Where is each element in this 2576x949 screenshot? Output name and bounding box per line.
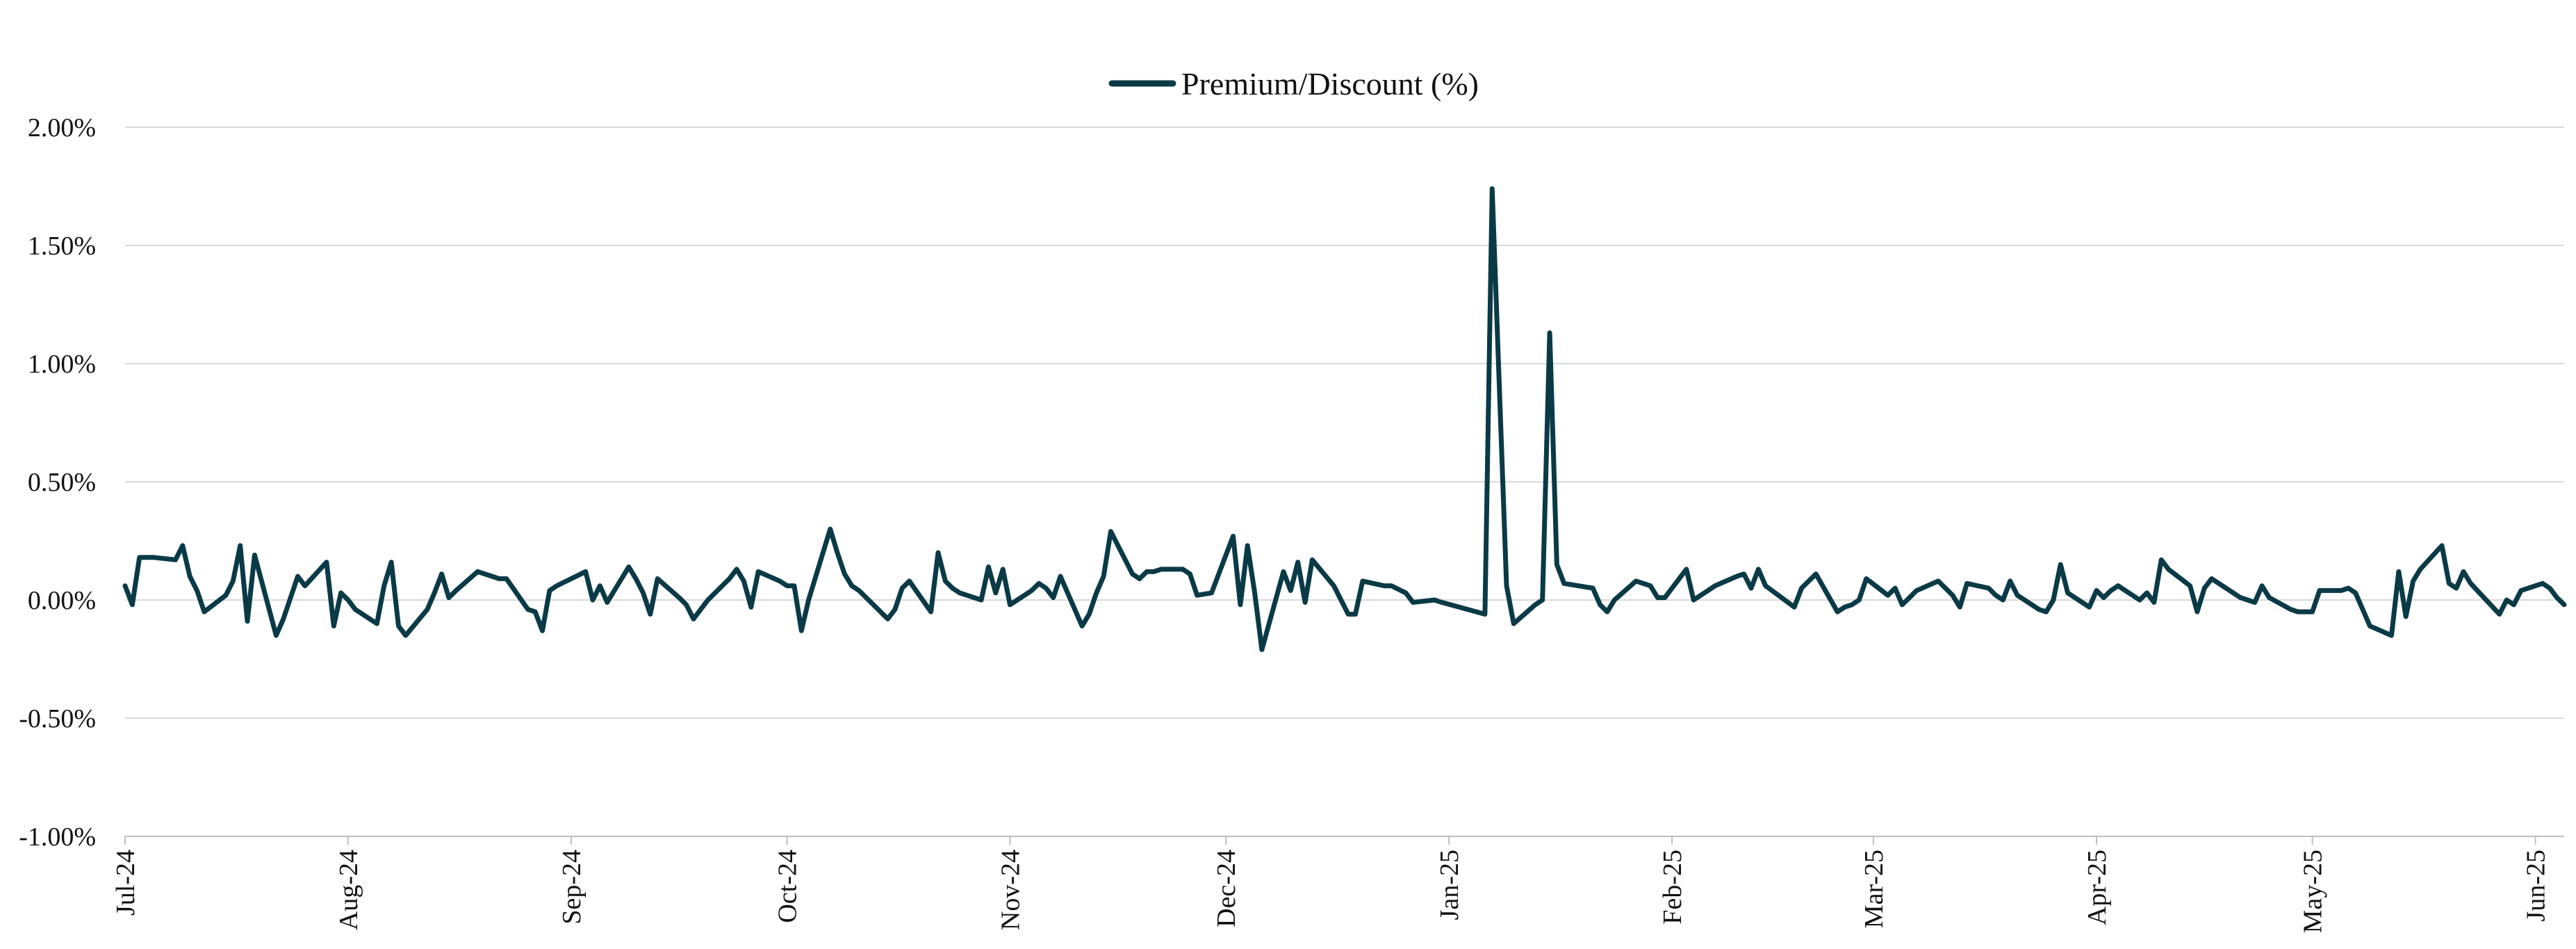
x-tick-label: Jul-24 bbox=[111, 850, 140, 916]
x-axis: Jul-24 Aug-24 Sep-24 Oct-24 Nov-24 Dec-24 Jan-… bbox=[111, 836, 2564, 933]
series-line-premium-discount bbox=[122, 186, 2567, 652]
series-layer bbox=[122, 186, 2567, 652]
x-tick-label: Nov-24 bbox=[996, 850, 1026, 930]
y-tick-label: 0.00% bbox=[28, 586, 96, 615]
y-tick-label: 2.00% bbox=[28, 113, 96, 143]
y-tick-label: -1.00% bbox=[19, 822, 96, 852]
x-tick-label: Aug-24 bbox=[334, 850, 363, 930]
x-tick-label: Feb-25 bbox=[1658, 850, 1687, 925]
legend-label-premium-discount: Premium/Discount (%) bbox=[1181, 66, 1479, 102]
x-tick-label: Dec-24 bbox=[1212, 850, 1241, 927]
x-tick-label: May-25 bbox=[2299, 850, 2328, 933]
y-tick-label: 1.50% bbox=[28, 232, 96, 261]
x-tick-label: Jun-25 bbox=[2522, 850, 2551, 921]
x-tick-label: Apr-25 bbox=[2083, 850, 2112, 925]
y-tick-label: 1.00% bbox=[28, 350, 96, 379]
gridlines bbox=[125, 127, 2564, 837]
x-tick-label: Sep-24 bbox=[557, 850, 586, 925]
y-axis: -1.00% -0.50% 0.00% 0.50% 1.00% 1.50% 2.00% bbox=[19, 113, 96, 852]
x-tick-label: Oct-24 bbox=[773, 850, 803, 923]
x-tick-label: Jan-25 bbox=[1435, 850, 1464, 920]
x-tick-label: Mar-25 bbox=[1860, 850, 1889, 928]
y-tick-label: 0.50% bbox=[28, 468, 96, 497]
legend: Premium/Discount (%) bbox=[1108, 66, 1479, 102]
y-tick-label: -0.50% bbox=[19, 704, 96, 733]
